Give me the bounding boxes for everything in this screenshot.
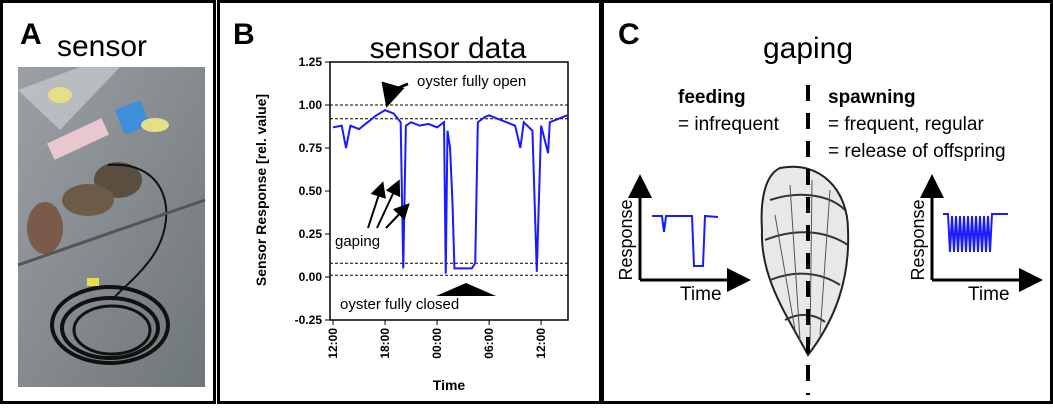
panel-letter: B (233, 18, 255, 51)
y-tick-label: 0.25 (299, 227, 323, 241)
chart-title: sensor data (370, 32, 527, 65)
plot-frame (329, 61, 569, 321)
panel-title: sensor (57, 30, 147, 63)
y-tick-label: 0.50 (299, 184, 323, 198)
panel-title: gaping (763, 32, 853, 65)
mini-x-label: Time (968, 284, 1010, 305)
arrow (436, 283, 496, 296)
mini-y-label: Response (616, 199, 636, 280)
y-tick-label: 0.00 (299, 270, 323, 284)
oyster-drawing (760, 165, 850, 357)
spawning-text: = release of offspring (828, 141, 1006, 162)
x-axis-label: Time (433, 377, 466, 393)
mini-plot (920, 174, 1043, 292)
panel-letter: C (618, 18, 640, 51)
panel-frame (217, 0, 602, 404)
mini-y-label: Response (908, 199, 928, 280)
x-tick-label: 18:00 (378, 328, 392, 359)
y-tick-label: 1.00 (299, 98, 323, 112)
arrow (367, 181, 386, 229)
arrow (385, 203, 410, 229)
spawning-text: = frequent, regular (828, 114, 984, 135)
x-tick-label: 12:00 (534, 328, 548, 359)
feeding-heading: feeding (678, 87, 746, 108)
x-tick-label: 00:00 (430, 328, 444, 359)
x-tick-label: 12:00 (326, 328, 340, 359)
y-tick-label: 0.75 (299, 141, 323, 155)
annotation: oyster fully open (417, 73, 526, 90)
panel-letter: A (20, 18, 42, 51)
y-tick-label: 1.25 (299, 55, 323, 69)
arrow (376, 179, 401, 229)
data-line (332, 109, 568, 274)
feeding-text: = infrequent (678, 114, 780, 135)
panel-frame (0, 0, 216, 404)
y-tick-label: -0.25 (295, 313, 323, 327)
sensor-photo (17, 67, 206, 387)
y-axis-label: Sensor Response [rel. value] (253, 94, 269, 286)
mini-plot (628, 174, 751, 292)
arrow (381, 81, 409, 108)
annotation: gaping (335, 233, 380, 250)
mini-x-label: Time (680, 284, 722, 305)
panel-frame (601, 0, 1053, 404)
spawning-heading: spawning (828, 87, 916, 108)
x-tick-label: 06:00 (482, 328, 496, 359)
annotation: oyster fully closed (340, 296, 459, 313)
